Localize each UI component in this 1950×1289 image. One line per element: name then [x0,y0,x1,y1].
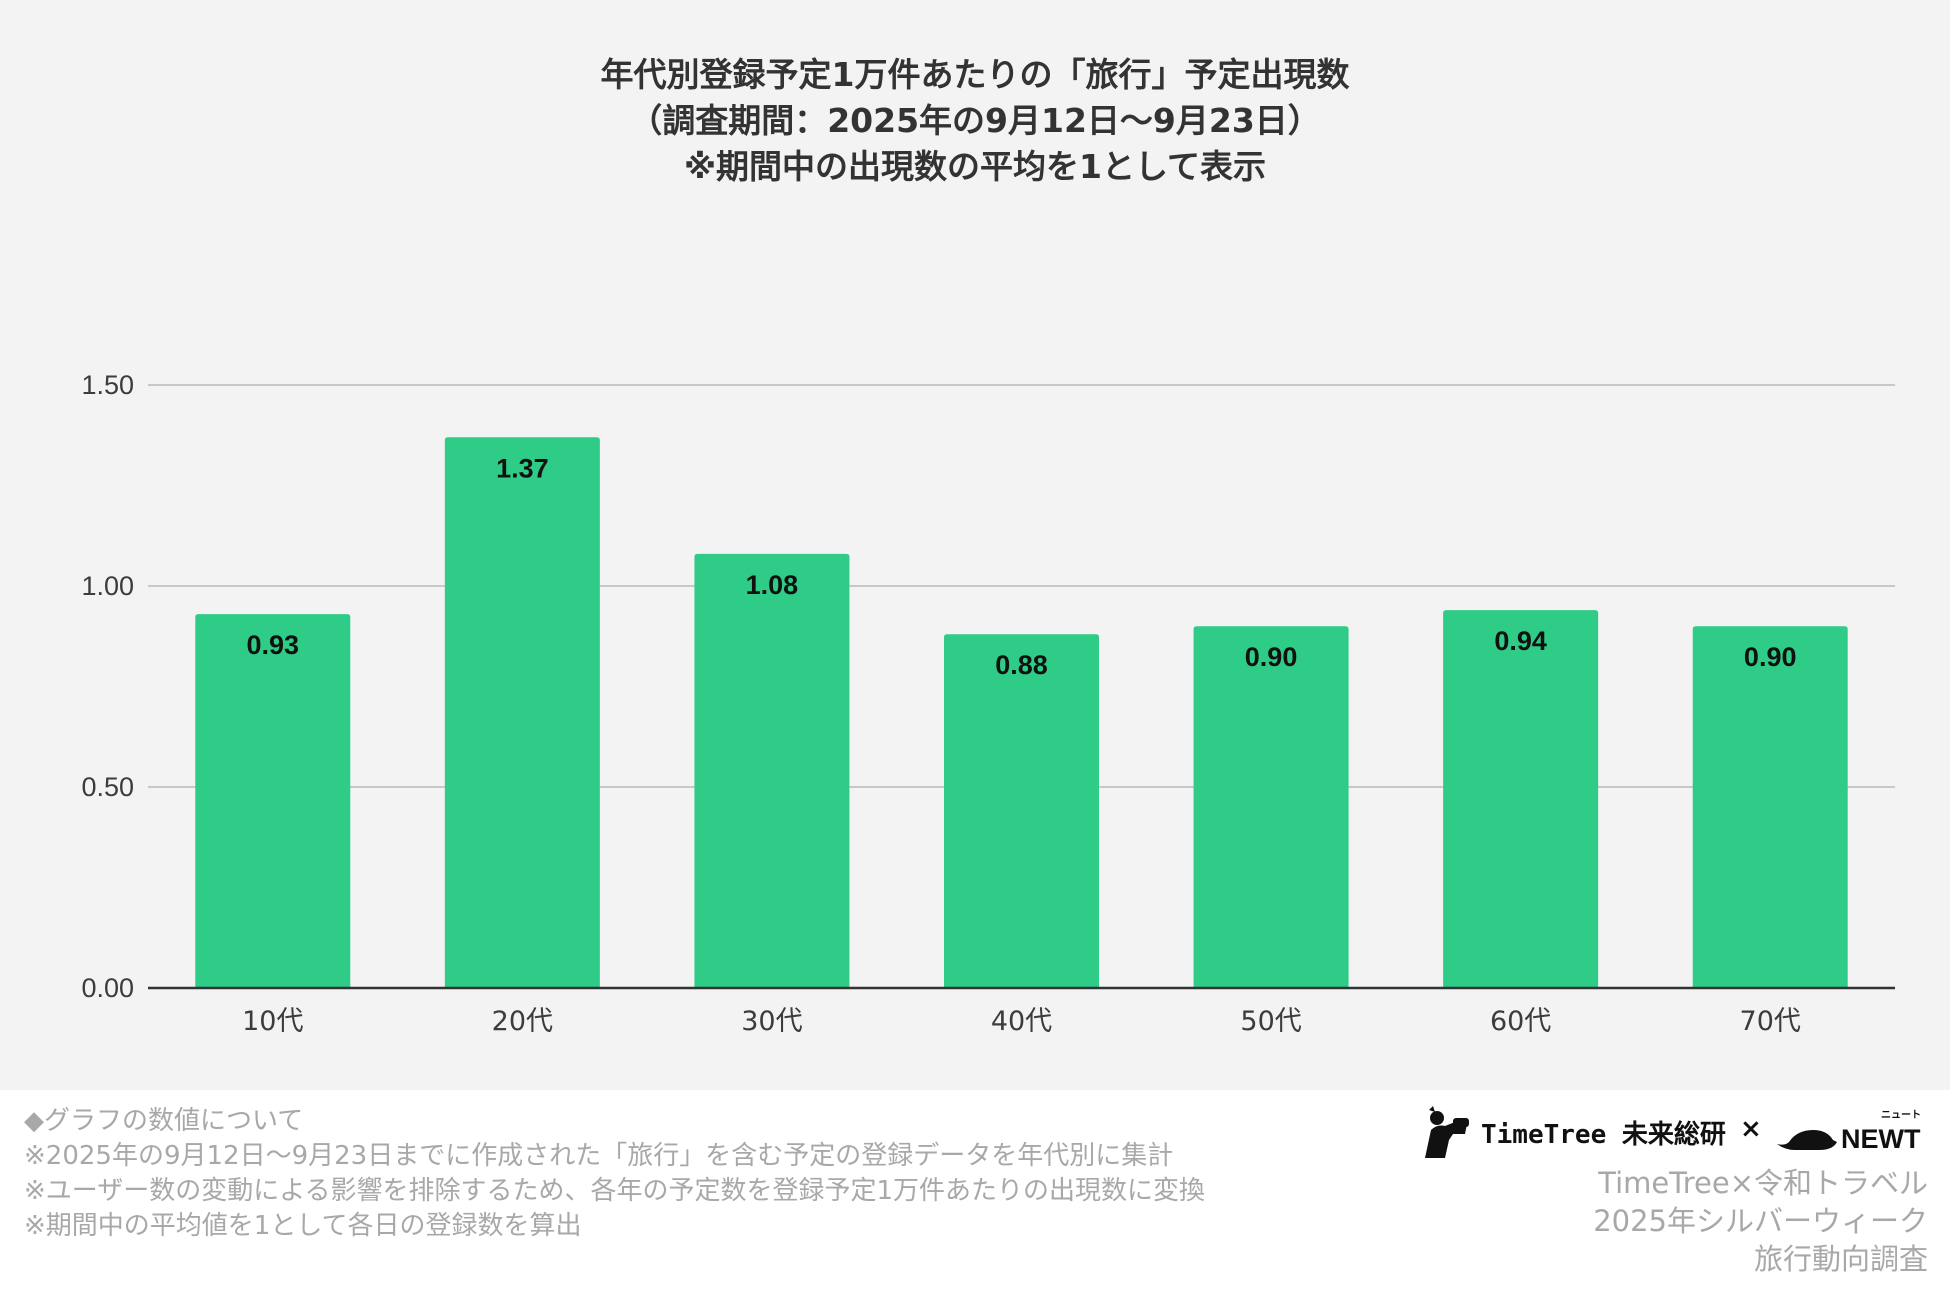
chart-title: 年代別登録予定1万件あたりの「旅行」予定出現数 （調査期間：2025年の9月12… [0,52,1950,190]
y-tick-label: 1.50 [81,370,134,400]
chart-notes: ◆グラフの数値について ※2025年の9月12日〜9月23日までに作成された「旅… [24,1104,1404,1244]
bar [195,614,351,988]
x-category-label: 20代 [492,1006,553,1037]
bar [1692,626,1848,988]
chart-title-line-1: 年代別登録予定1万件あたりの「旅行」予定出現数 [600,55,1350,94]
bar [1443,610,1599,988]
data-label: 0.94 [1494,626,1547,656]
credit-line-2: 2025年シルバーウィーク [1593,1204,1928,1238]
notes-line-4: ※期間中の平均値を1として各日の登録数を算出 [24,1211,582,1241]
x-category-label: 40代 [991,1006,1052,1037]
y-tick-label: 0.00 [81,973,134,1003]
timetree-brand-name: TimeTree 未来総研 [1481,1119,1726,1150]
y-tick-label: 0.50 [81,772,134,802]
x-category-label: 50代 [1240,1006,1301,1037]
turtle-icon [1777,1130,1837,1150]
binoculars-person-icon [1425,1106,1469,1158]
brand-logos: TimeTree 未来総研 × ニュート NEWT [1415,1100,1935,1160]
chart-title-line-3: ※期間中の出現数の平均を1として表示 [683,147,1267,186]
x-category-label: 70代 [1740,1006,1801,1037]
newt-logo: ニュート NEWT [1777,1109,1921,1154]
x-category-label: 60代 [1490,1006,1551,1037]
chart-panel: 年代別登録予定1万件あたりの「旅行」予定出現数 （調査期間：2025年の9月12… [0,0,1950,1090]
survey-credit: TimeTree×令和トラベル 2025年シルバーウィーク 旅行動向調査 [1593,1164,1928,1278]
bar [444,437,600,988]
data-label: 0.90 [1245,642,1298,672]
notes-line-2: ※2025年の9月12日〜9月23日までに作成された「旅行」を含む予定の登録デー… [24,1141,1174,1171]
x-category-label: 30代 [741,1006,802,1037]
bar [944,634,1099,988]
data-label: 1.37 [496,453,549,483]
data-label: 0.90 [1744,642,1797,672]
newt-brand-name: NEWT [1841,1124,1921,1154]
bar-chart: 0.00 0.50 1.00 1.50 0.93 10代 1.37 20代 1.08 30代 0.8… [81,370,1895,1037]
credit-line-1: TimeTree×令和トラベル [1598,1166,1928,1200]
bar [694,553,850,988]
timetree-logo: TimeTree 未来総研 [1415,1104,1726,1160]
data-label: 0.88 [995,650,1048,680]
newt-ruby: ニュート [1881,1109,1921,1121]
bar [1193,626,1349,988]
notes-line-3: ※ユーザー数の変動による影響を排除するため、各年の予定数を登録予定1万件あたりの… [24,1176,1206,1206]
data-label: 0.93 [247,630,300,660]
data-label: 1.08 [746,570,799,600]
chart-title-line-2: （調査期間：2025年の9月12日〜9月23日） [629,101,1321,140]
y-tick-label: 1.00 [81,571,134,601]
brand-times-sign: × [1740,1114,1762,1144]
notes-line-1: ◆グラフの数値について [24,1106,304,1136]
x-category-label: 10代 [242,1006,303,1037]
credit-line-3: 旅行動向調査 [1753,1242,1928,1276]
